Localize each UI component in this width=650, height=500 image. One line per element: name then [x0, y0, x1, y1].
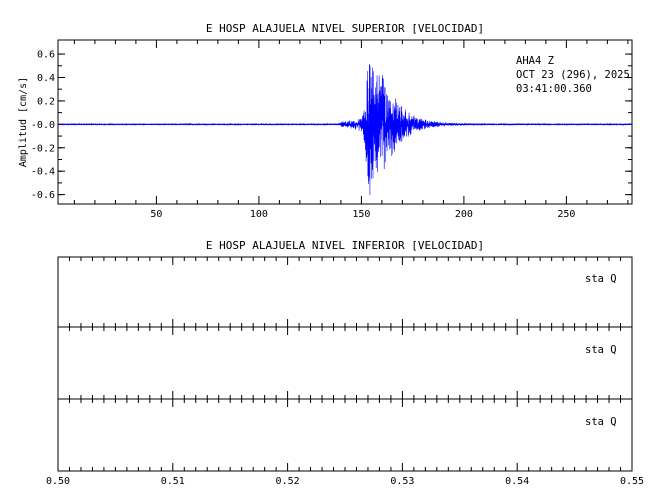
top-y-tick-label: 0.6	[37, 50, 55, 61]
top-x-axis: 50 100 150 200 250	[73, 40, 629, 220]
bottom-x-tick-label: 0.53	[390, 476, 414, 487]
top-plot-frame	[57, 39, 633, 205]
top-y-tick-label: -0.4	[31, 167, 55, 178]
bottom-x-tick-label: 0.50	[46, 476, 70, 487]
bottom-panel-1-label: sta Q	[585, 273, 617, 285]
bottom-x-tick-label: 0.54	[505, 476, 529, 487]
top-y-tick-label: 0.4	[37, 73, 55, 84]
top-y-tick-label: -0.6	[31, 190, 55, 201]
top-y-tick-label: -0.0	[31, 120, 55, 131]
top-y-tick-label: 0.2	[37, 96, 55, 107]
bottom-x-tick-label: 0.51	[161, 476, 185, 487]
time-annotation: 03:41:00.360	[516, 83, 592, 95]
top-x-tick-label: 250	[557, 209, 575, 220]
top-title: E HOSP ALAJUELA NIVEL SUPERIOR [VELOCIDA…	[206, 22, 484, 35]
bottom-x-tick-label: 0.55	[620, 476, 644, 487]
top-x-tick-label: 50	[150, 209, 162, 220]
bottom-panel-2-label: sta Q	[585, 344, 617, 356]
station-annotation: AHA4 Z	[516, 55, 554, 67]
top-x-tick-label: 150	[352, 209, 370, 220]
bottom-x-axis: 0.50 0.51 0.52 0.53 0.54 0.55	[46, 257, 644, 487]
top-x-tick-label: 100	[250, 209, 268, 220]
top-waveform-group	[57, 63, 633, 196]
bottom-plot-frame	[57, 256, 633, 472]
top-y-axis: -0.6 -0.4 -0.2 -0.0 0.2 0.4 0.6	[31, 50, 632, 201]
top-x-tick-label: 200	[455, 209, 473, 220]
waveform-trace	[57, 63, 633, 196]
bottom-x-tick-label: 0.52	[276, 476, 300, 487]
date-annotation: OCT 23 (296), 2025	[516, 69, 630, 81]
top-y-axis-label: Amplitud [cm/s]	[18, 77, 29, 167]
bottom-panel-3-label: sta Q	[585, 416, 617, 428]
top-y-tick-label: -0.2	[31, 143, 55, 154]
bottom-title: E HOSP ALAJUELA NIVEL INFERIOR [VELOCIDA…	[206, 239, 484, 252]
